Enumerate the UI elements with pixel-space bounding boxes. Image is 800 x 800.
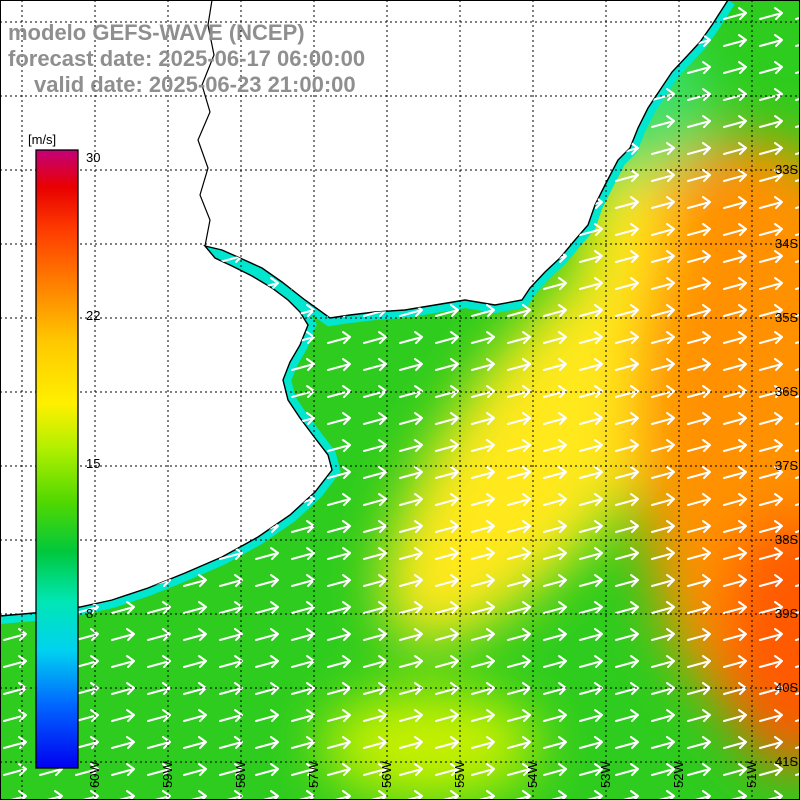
lon-label: 53W bbox=[598, 761, 613, 788]
colorbar-unit-label: [m/s] bbox=[28, 132, 56, 147]
longitude-labels: 60W 59W 58W 57W 56W 55W 54W 53W 52W 51W bbox=[87, 761, 759, 788]
map-header: modelo GEFS-WAVE (NCEP) forecast date: 2… bbox=[8, 20, 365, 97]
lon-label: 59W bbox=[160, 761, 175, 788]
colorbar-tick: 22 bbox=[86, 308, 100, 323]
lon-label: 57W bbox=[306, 761, 321, 788]
lon-label: 55W bbox=[452, 761, 467, 788]
lon-label: 54W bbox=[525, 761, 540, 788]
colorbar-tick: 8 bbox=[86, 606, 93, 621]
lat-label: 36S bbox=[775, 384, 798, 399]
lat-label: 37S bbox=[775, 458, 798, 473]
colorbar-tick: 15 bbox=[86, 456, 100, 471]
colorbar-gradient bbox=[35, 149, 79, 769]
lon-label: 58W bbox=[233, 761, 248, 788]
valid-date-line: valid date: 2025-06-23 21:00:00 bbox=[34, 72, 356, 97]
lat-label: 38S bbox=[775, 532, 798, 547]
colorbar: [m/s] 30 22 15 8 bbox=[28, 132, 100, 769]
lat-label: 40S bbox=[775, 680, 798, 695]
lat-label: 34S bbox=[775, 236, 798, 251]
lat-label: 33S bbox=[775, 162, 798, 177]
lon-label: 56W bbox=[379, 761, 394, 788]
forecast-date-line: forecast date: 2025-06-17 06:00:00 bbox=[8, 46, 365, 71]
colorbar-tick: 30 bbox=[86, 150, 100, 165]
lon-label: 51W bbox=[744, 761, 759, 788]
model-title: modelo GEFS-WAVE (NCEP) bbox=[8, 20, 305, 45]
lat-label: 39S bbox=[775, 606, 798, 621]
river-line bbox=[197, 0, 215, 247]
lon-label: 60W bbox=[87, 761, 102, 788]
lon-label: 52W bbox=[671, 761, 686, 788]
lat-label: 41S bbox=[775, 754, 798, 769]
lat-label: 35S bbox=[775, 310, 798, 325]
latitude-labels: 33S 34S 35S 36S 37S 38S 39S 40S 41S bbox=[775, 162, 798, 769]
